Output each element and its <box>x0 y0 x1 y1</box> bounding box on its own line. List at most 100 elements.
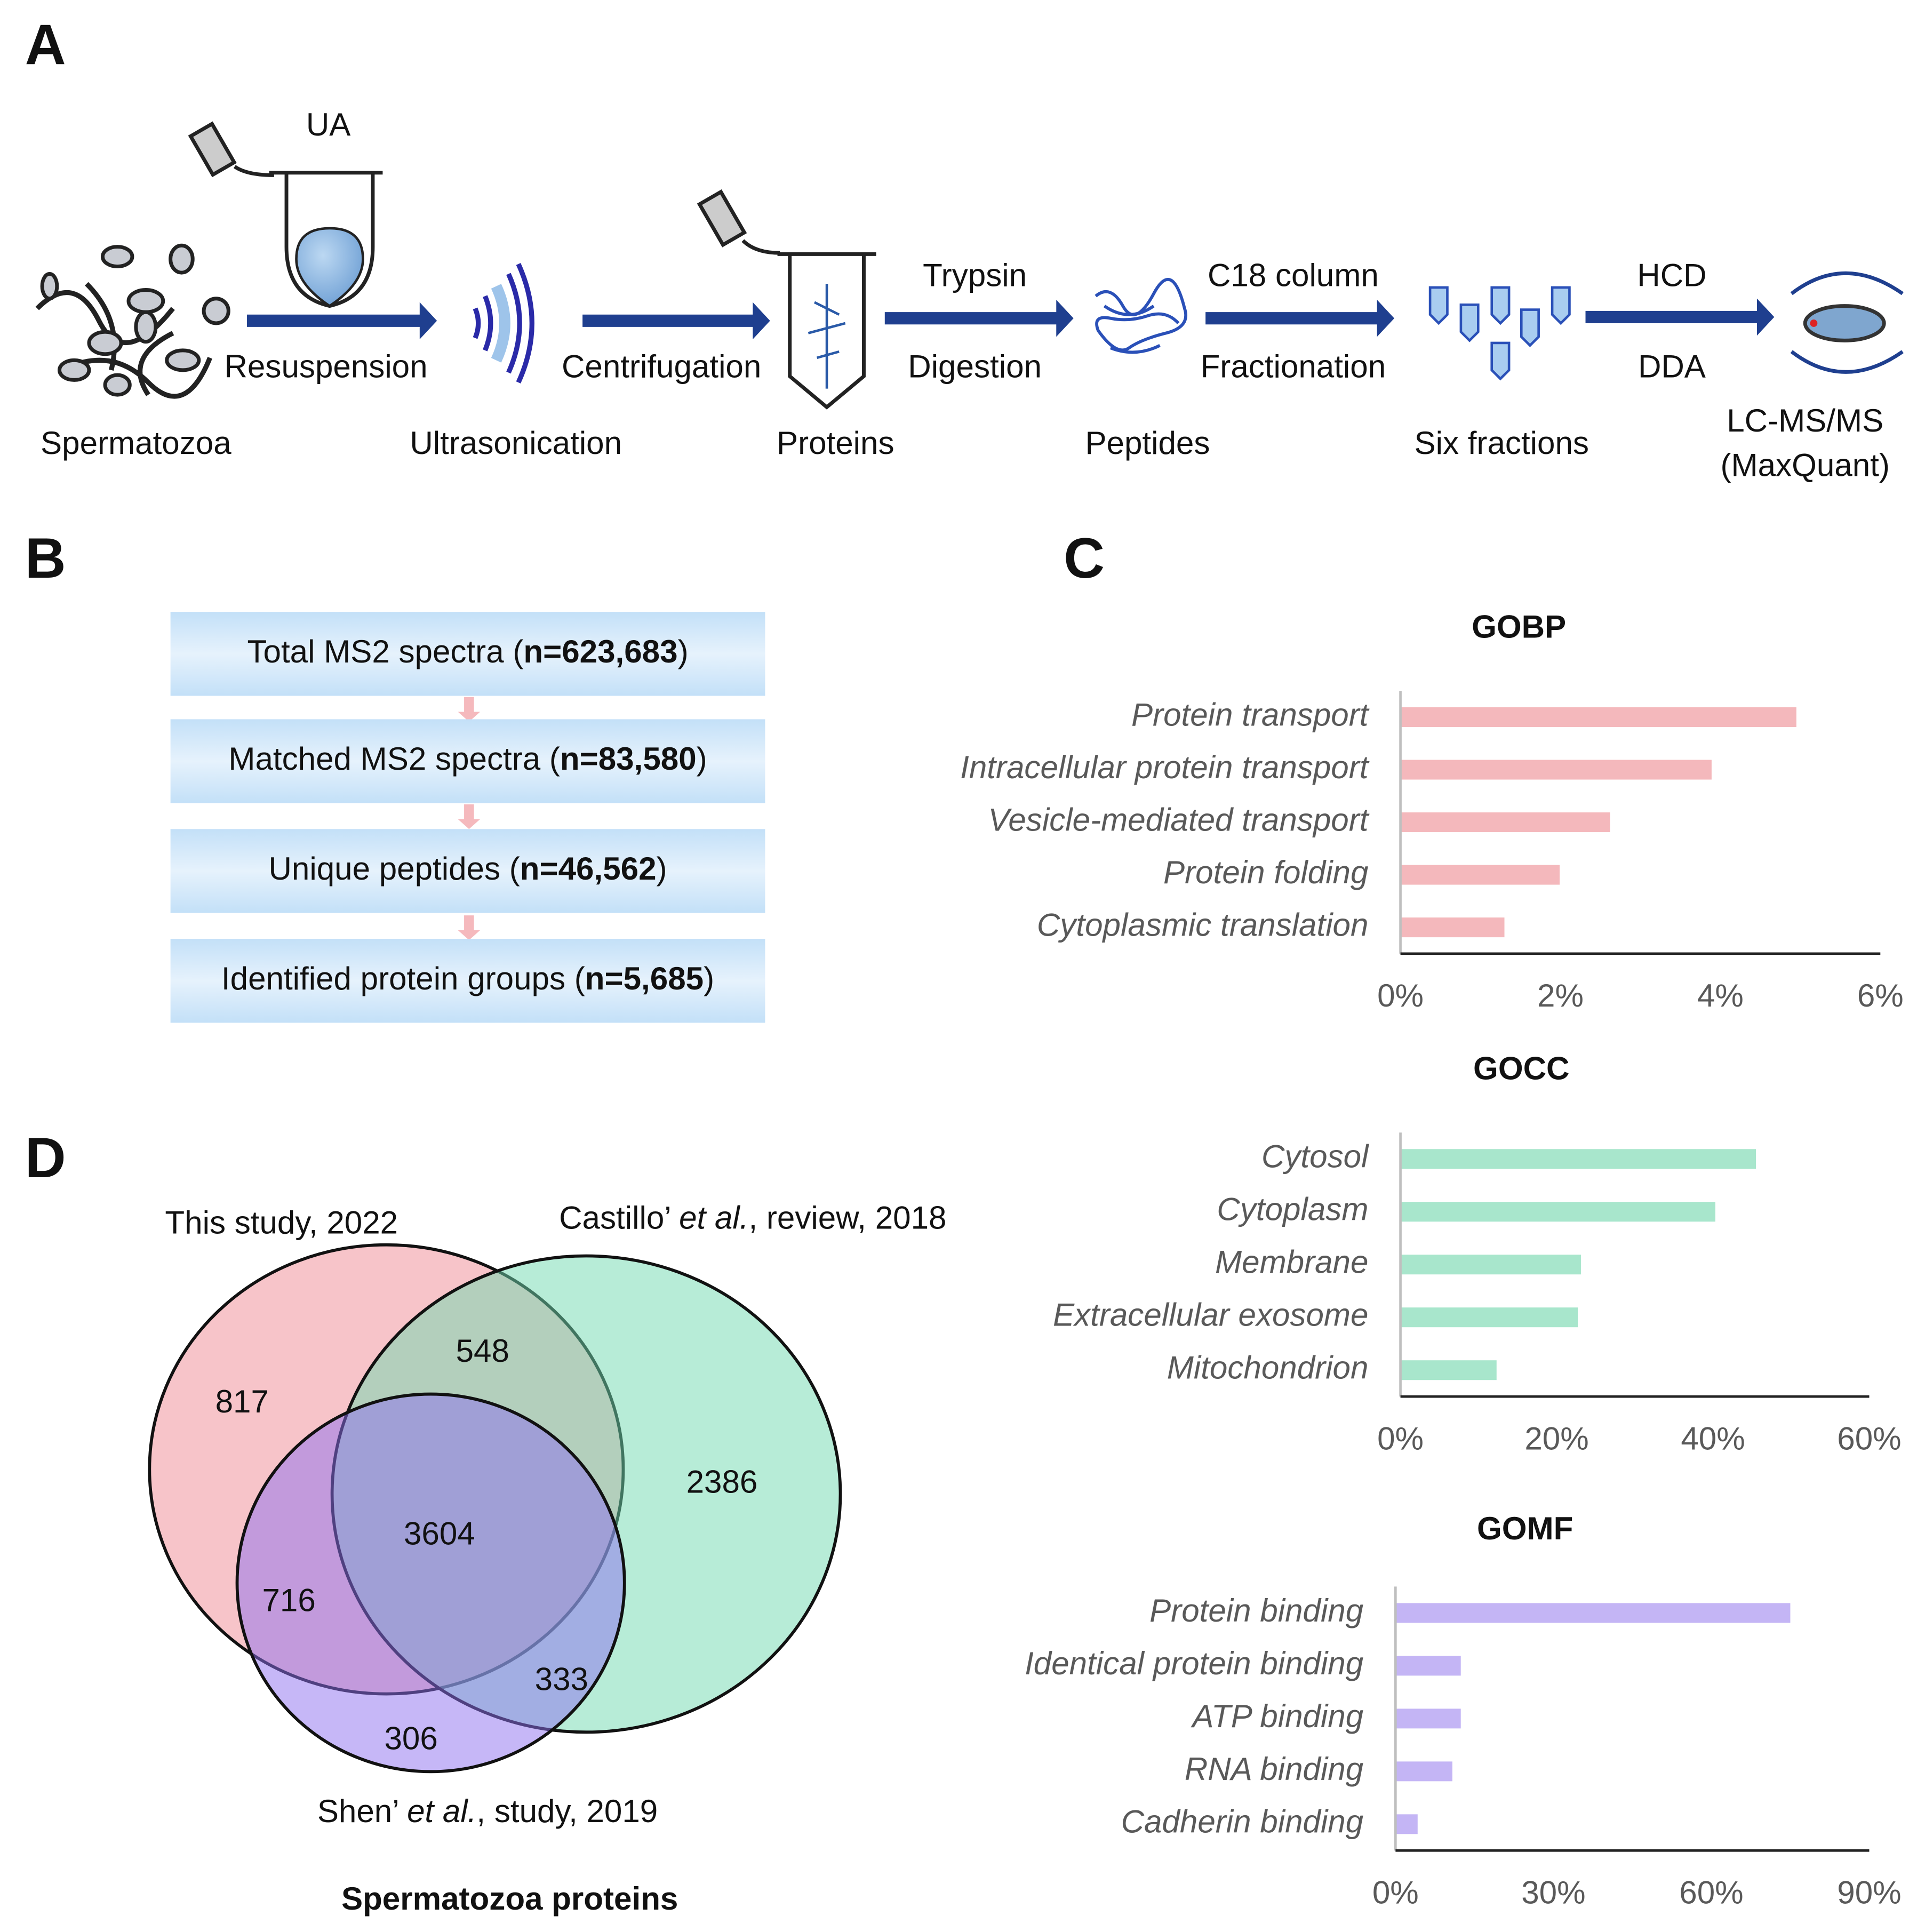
flow-box-text: Matched MS2 spectra (n=83,580) <box>228 741 707 777</box>
step-label: Peptides <box>1085 425 1210 461</box>
flow-box <box>170 612 765 696</box>
category-label: Protein binding <box>1149 1593 1363 1628</box>
venn-set-label: Castillo’ et al., review, 2018 <box>559 1200 946 1235</box>
panel-letter: A <box>25 13 66 77</box>
step-label: (MaxQuant) <box>1720 447 1889 483</box>
chart-title: GOCC <box>1473 1050 1569 1086</box>
fractions-icon <box>1428 286 1571 381</box>
category-label: ATP binding <box>1191 1698 1363 1734</box>
bar <box>1395 1814 1418 1834</box>
x-tick-label: 4% <box>1697 978 1744 1013</box>
bar <box>1395 1761 1452 1782</box>
panel-letter: B <box>25 526 66 590</box>
text-part: ) <box>678 634 689 669</box>
category-label: Extracellular exosome <box>1053 1297 1368 1333</box>
step-label: Proteins <box>777 425 894 461</box>
venn-count: 817 <box>215 1384 269 1419</box>
flow-box-text: Identified protein groups (n=5,685) <box>221 961 714 996</box>
text-part: n=46,562 <box>520 851 657 887</box>
arrow-label-above: Trypsin <box>923 257 1027 293</box>
category-label: Protein folding <box>1163 855 1368 890</box>
x-tick-label: 30% <box>1521 1875 1585 1911</box>
x-tick-label: 90% <box>1837 1875 1901 1911</box>
x-tick-label: 0% <box>1377 1420 1424 1456</box>
venn-set <box>235 1392 626 1774</box>
sperm-icon <box>35 243 230 399</box>
text-part: ) <box>704 961 714 996</box>
venn-title: Spermatozoa proteins <box>341 1881 678 1917</box>
step-label: LC-MS/MS <box>1727 403 1883 438</box>
category-label: Mitochondrion <box>1167 1350 1369 1386</box>
flow-box-text: Unique peptides (n=46,562) <box>268 851 667 887</box>
panel-letter: D <box>25 1126 66 1189</box>
venn-set-label: Shen’ et al., study, 2019 <box>317 1793 658 1829</box>
arrow-label-above: HCD <box>1637 257 1706 293</box>
bar <box>1400 1149 1756 1169</box>
bar <box>1395 1603 1791 1623</box>
chart-title: GOBP <box>1472 609 1566 644</box>
text-part: Matched MS2 spectra ( <box>228 741 560 777</box>
bar <box>1400 1360 1497 1380</box>
text-part: ) <box>697 741 707 777</box>
bar <box>1395 1709 1461 1729</box>
category-label: Intracellular protein transport <box>960 749 1370 785</box>
protein-tube-icon <box>697 189 876 410</box>
text-part: Unique peptides ( <box>268 851 520 887</box>
bar <box>1400 1307 1578 1328</box>
step-label: Ultrasonication <box>410 425 622 461</box>
x-tick-label: 60% <box>1837 1420 1901 1456</box>
arrow-label-above: C18 column <box>1208 257 1379 293</box>
x-tick-label: 0% <box>1377 978 1424 1013</box>
category-label: Cytoplasmic translation <box>1037 907 1369 943</box>
text-part: n=623,683 <box>523 634 677 669</box>
text-part: ) <box>657 851 667 887</box>
text-part: n=5,685 <box>585 961 704 996</box>
text-part: Shen’ <box>317 1793 407 1829</box>
x-tick-label: 60% <box>1679 1875 1743 1911</box>
reagent-label: UA <box>306 107 351 142</box>
chart-title: GOMF <box>1477 1511 1573 1546</box>
bar <box>1395 1656 1461 1676</box>
x-tick-label: 6% <box>1857 978 1904 1013</box>
text-part: , study, 2019 <box>476 1793 658 1829</box>
arrow-label-below: DDA <box>1638 348 1706 384</box>
step-label: Six fractions <box>1415 425 1589 461</box>
arrow-label-below: Centrifugation <box>562 348 761 384</box>
text-part: , review, 2018 <box>748 1200 946 1235</box>
venn-count: 3604 <box>404 1515 475 1551</box>
venn-count: 333 <box>535 1661 588 1697</box>
category-label: Membrane <box>1215 1244 1368 1280</box>
text-part: n=83,580 <box>560 741 697 777</box>
venn-count: 2386 <box>686 1464 758 1499</box>
flow-arrows <box>247 298 1775 340</box>
x-tick-label: 2% <box>1537 978 1584 1013</box>
text-part: et al. <box>407 1793 476 1829</box>
bar <box>1400 760 1712 780</box>
category-label: Vesicle-mediated transport <box>988 802 1370 837</box>
step-label: Spermatozoa <box>41 425 231 461</box>
venn-count: 716 <box>262 1582 315 1618</box>
text-part: Total MS2 spectra ( <box>247 634 523 669</box>
category-label: Cadherin binding <box>1121 1804 1364 1840</box>
peptide-icon <box>1095 277 1187 354</box>
b-connectors <box>458 697 481 940</box>
bar <box>1400 1255 1581 1275</box>
panel-letter: C <box>1064 526 1105 590</box>
flow-box-text: Total MS2 spectra (n=623,683) <box>247 634 688 669</box>
category-label: Identical protein binding <box>1025 1646 1363 1681</box>
arrow-label-below: Resuspension <box>225 348 428 384</box>
bar <box>1400 707 1796 727</box>
text-part: This study, 2022 <box>165 1205 398 1241</box>
x-tick-label: 0% <box>1372 1875 1419 1911</box>
x-tick-label: 20% <box>1524 1420 1588 1456</box>
category-label: Protein transport <box>1131 697 1370 732</box>
category-label: Cytoplasm <box>1217 1192 1368 1227</box>
venn-count: 306 <box>384 1720 437 1756</box>
text-part: Identified protein groups ( <box>221 961 585 996</box>
flow-box <box>170 829 765 913</box>
tube-icon <box>188 121 383 308</box>
bar <box>1400 865 1560 885</box>
flow-box <box>170 719 765 803</box>
arrow-label-below: Digestion <box>908 348 1042 384</box>
